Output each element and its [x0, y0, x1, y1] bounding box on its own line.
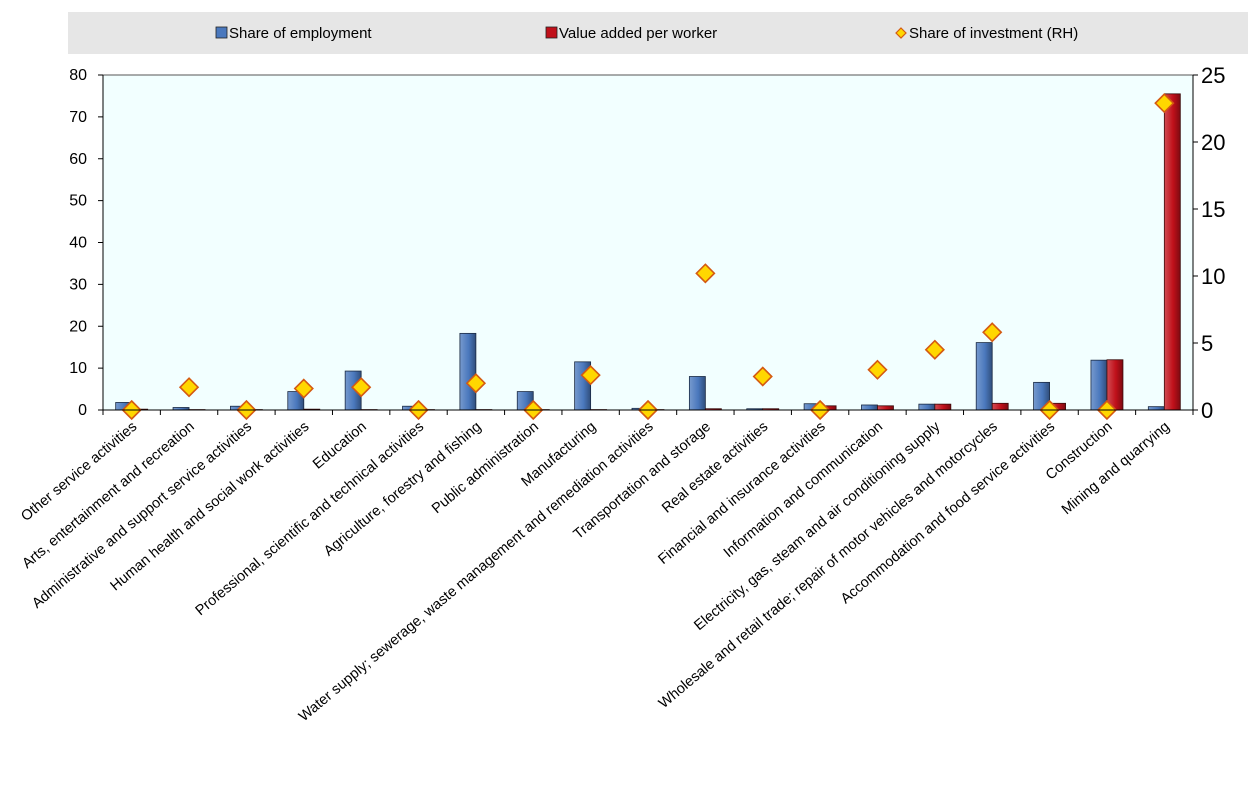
marker-share-of-investment — [178, 377, 200, 398]
bar-share-of-employment — [975, 342, 993, 411]
right-axis-tick-label: 15 — [1201, 197, 1225, 222]
category-label: Human health and social work activities — [108, 419, 313, 594]
right-axis-tick-label: 25 — [1201, 63, 1225, 88]
category-label: Education — [310, 419, 370, 473]
category-label: Mining and quarrying — [1059, 419, 1173, 518]
marker-share-of-investment — [351, 377, 372, 398]
left-axis-tick-label: 50 — [69, 193, 87, 210]
category-label: Accommodation and food service activitie… — [838, 419, 1058, 607]
marker-share-of-investment — [465, 373, 487, 394]
bar-share-of-employment — [861, 404, 878, 411]
bar-value-added-per-worker — [934, 403, 952, 411]
marker-share-of-investment — [695, 263, 716, 284]
marker-share-of-investment — [1154, 93, 1175, 114]
marker-share-of-investment — [752, 366, 773, 387]
bar-share-of-employment — [459, 332, 477, 411]
legend-swatch — [895, 27, 907, 39]
left-axis-tick-label: 0 — [78, 402, 87, 419]
bar-share-of-employment — [918, 403, 936, 411]
left-axis-tick-label: 70 — [69, 109, 87, 126]
right-axis-tick-label: 10 — [1201, 264, 1225, 289]
plot-area — [102, 74, 1194, 411]
legend-band — [68, 12, 1248, 54]
legend: Share of employment Value added per worke… — [215, 25, 1078, 42]
marker-share-of-investment — [580, 365, 601, 386]
category-label: Public administration — [429, 419, 542, 517]
axes-layer: 0 10 20 30 40 50 60 70 80 0 5 10 15 20 25 — [69, 63, 1225, 423]
legend-swatch — [545, 26, 558, 39]
right-axis-tick-label: 5 — [1201, 331, 1213, 356]
bar-share-of-employment — [1147, 406, 1165, 411]
left-axis-tick-label: 20 — [69, 318, 87, 335]
category-label: Real estate activities — [659, 419, 771, 517]
marker-share-of-investment — [293, 378, 314, 399]
left-axis-tick-label: 40 — [69, 235, 87, 252]
bar-value-added-per-worker — [877, 405, 894, 411]
bar-value-added-per-worker — [1163, 93, 1181, 411]
right-axis-tick-label: 0 — [1201, 398, 1213, 423]
marker-share-of-investment — [982, 322, 1003, 343]
legend-label: Value added per worker — [559, 25, 717, 42]
left-axis-tick-label: 10 — [69, 360, 87, 377]
left-axis-tick-label: 80 — [69, 67, 87, 84]
bar-share-of-employment — [688, 376, 706, 411]
left-axis-tick-label: 30 — [69, 276, 87, 293]
right-axis-tick-label: 20 — [1201, 130, 1225, 155]
marker-share-of-investment — [924, 339, 945, 360]
legend-label: Share of investment (RH) — [909, 25, 1078, 42]
legend-swatch — [215, 26, 228, 39]
left-axis-tick-label: 60 — [69, 151, 87, 168]
marker-share-of-investment — [867, 359, 888, 380]
legend-label: Share of employment — [229, 25, 372, 42]
bar-value-added-per-worker — [991, 402, 1009, 411]
